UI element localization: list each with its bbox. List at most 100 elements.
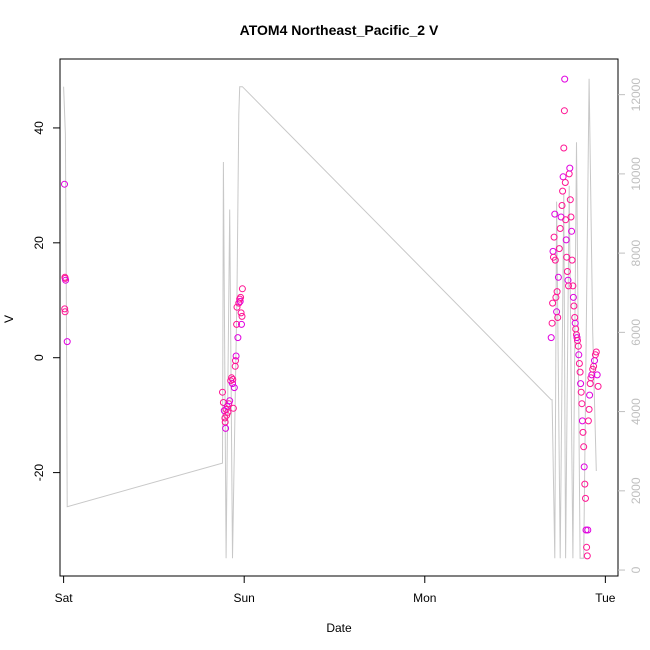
y2-tick-label: 4000 bbox=[629, 398, 643, 425]
data-point bbox=[587, 374, 595, 382]
data-point bbox=[555, 245, 563, 253]
data-point bbox=[562, 216, 570, 224]
data-point bbox=[578, 400, 586, 408]
data-point bbox=[556, 225, 564, 232]
data-point bbox=[234, 334, 242, 342]
data-point bbox=[593, 371, 601, 379]
data-point bbox=[583, 552, 591, 560]
y2-tick-label: 8000 bbox=[629, 239, 643, 266]
data-point bbox=[580, 443, 588, 451]
data-point bbox=[561, 75, 569, 83]
chart-title: ATOM4 Northeast_Pacific_2 V bbox=[240, 22, 439, 38]
data-point bbox=[559, 173, 567, 181]
data-point bbox=[579, 428, 587, 436]
data-point bbox=[558, 202, 566, 209]
data-point bbox=[554, 314, 562, 321]
data-point bbox=[549, 247, 557, 255]
y2-tick-label: 6000 bbox=[629, 319, 643, 346]
data-point bbox=[222, 424, 230, 432]
data-point bbox=[583, 543, 591, 551]
data-point bbox=[225, 400, 233, 408]
data-point bbox=[565, 282, 572, 290]
data-point bbox=[229, 376, 237, 383]
data-point bbox=[586, 391, 594, 399]
data-point bbox=[547, 334, 555, 342]
data-point bbox=[562, 236, 570, 244]
data-point bbox=[594, 382, 602, 390]
data-point bbox=[550, 233, 558, 241]
data-point bbox=[549, 299, 557, 307]
x-axis-label: Date bbox=[326, 621, 352, 635]
data-point bbox=[560, 107, 568, 115]
x-tick-label: Mon bbox=[413, 591, 436, 605]
data-point bbox=[577, 388, 585, 396]
y-tick-label: 0 bbox=[32, 354, 46, 361]
data-point bbox=[574, 342, 582, 350]
data-point bbox=[592, 348, 600, 356]
data-point bbox=[581, 480, 589, 488]
data-point bbox=[224, 408, 232, 416]
data-point bbox=[230, 384, 238, 392]
data-point bbox=[219, 388, 226, 396]
data-point bbox=[62, 276, 70, 284]
data-point bbox=[561, 179, 569, 186]
data-point bbox=[580, 463, 588, 471]
data-point bbox=[559, 187, 567, 195]
data-point bbox=[573, 334, 581, 342]
data-point bbox=[577, 380, 585, 388]
data-point bbox=[232, 352, 240, 360]
data-point bbox=[551, 256, 559, 264]
data-point bbox=[568, 227, 576, 235]
data-point bbox=[61, 305, 69, 313]
data-point bbox=[578, 417, 586, 425]
x-axis: Sat Sun Mon Tue bbox=[55, 576, 616, 605]
x-tick-label: Sun bbox=[234, 591, 255, 605]
y2-tick-label: 10000 bbox=[629, 157, 643, 191]
data-point bbox=[569, 293, 577, 301]
data-point bbox=[567, 213, 575, 221]
data-point bbox=[238, 285, 246, 293]
data-point bbox=[565, 170, 573, 178]
y-tick-label: -20 bbox=[32, 464, 46, 482]
y2-tick-label: 12000 bbox=[629, 78, 643, 112]
data-point bbox=[570, 302, 578, 310]
data-point bbox=[575, 360, 583, 367]
data-point bbox=[585, 405, 593, 413]
data-point bbox=[226, 397, 234, 405]
data-point bbox=[551, 210, 559, 218]
y-tick-label: 20 bbox=[32, 236, 46, 250]
data-point bbox=[553, 308, 561, 316]
data-point bbox=[229, 380, 236, 388]
data-point bbox=[553, 288, 561, 296]
data-point bbox=[61, 308, 69, 316]
data-point bbox=[237, 293, 245, 301]
data-point bbox=[584, 526, 592, 534]
y-tick-label: 40 bbox=[32, 121, 46, 135]
data-point bbox=[566, 196, 574, 204]
data-point bbox=[582, 494, 589, 502]
data-point bbox=[584, 417, 592, 425]
secondary-line-path bbox=[63, 78, 597, 559]
scatter-series bbox=[61, 75, 602, 560]
data-point bbox=[237, 309, 245, 317]
data-point bbox=[586, 380, 594, 388]
data-point bbox=[589, 365, 597, 373]
data-point bbox=[576, 368, 584, 376]
x-tick-label: Tue bbox=[595, 591, 616, 605]
data-point bbox=[61, 180, 68, 188]
data-point bbox=[560, 144, 568, 152]
y-axis-label: V bbox=[2, 315, 16, 323]
data-point bbox=[232, 357, 239, 365]
data-point bbox=[563, 268, 571, 275]
data-point bbox=[554, 273, 562, 281]
y2-tick-label: 0 bbox=[629, 566, 643, 573]
data-point bbox=[229, 404, 237, 412]
data-point bbox=[231, 362, 239, 370]
secondary-line-series bbox=[63, 78, 597, 559]
y-axis-right: 0 2000 4000 6000 8000 10000 12000 bbox=[618, 78, 643, 573]
data-point bbox=[591, 357, 598, 365]
data-point bbox=[238, 312, 246, 320]
y-axis-left: -20 0 20 40 bbox=[32, 121, 60, 481]
data-point bbox=[63, 338, 71, 346]
